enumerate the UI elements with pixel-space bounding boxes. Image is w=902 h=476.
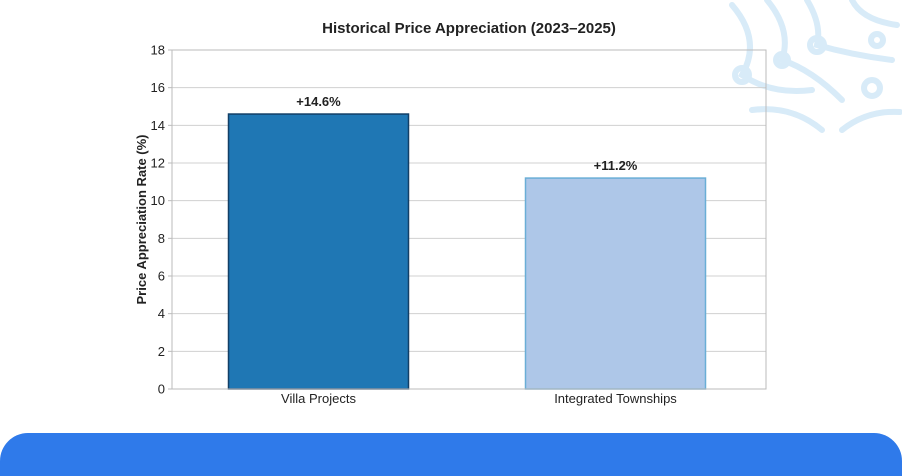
y-tick-label: 0: [158, 382, 165, 397]
y-tick-label: 8: [158, 231, 165, 246]
circuit-decoration: [729, 0, 902, 133]
y-tick-label: 18: [151, 43, 165, 58]
y-tick-label: 4: [158, 306, 165, 321]
x-tick-label: Integrated Townships: [554, 391, 677, 406]
chart-container: Historical Price Appreciation (2023–2025…: [134, 20, 767, 406]
y-tick-label: 6: [158, 269, 165, 284]
data-label: +11.2%: [594, 158, 638, 173]
x-axis-ticks: Villa Projects Integrated Townships: [281, 391, 677, 406]
y-tick-label: 12: [151, 156, 165, 171]
y-tick-label: 10: [151, 193, 165, 208]
data-label: +14.6%: [296, 94, 341, 109]
bar-villa-projects: [227, 113, 410, 390]
y-axis-ticks: 0 2 4 6 8 10 12 14 16 18: [151, 43, 172, 397]
bars: [227, 113, 707, 390]
footer-banner: [0, 433, 902, 476]
y-axis-label: Price Appreciation Rate (%): [134, 134, 149, 304]
circuit-icon: [722, 0, 902, 135]
y-tick-label: 14: [151, 118, 165, 133]
chart-title: Historical Price Appreciation (2023–2025…: [322, 20, 616, 37]
bar-integrated-townships: [524, 177, 707, 390]
y-tick-label: 16: [151, 80, 165, 95]
plot-area-frame: [171, 49, 767, 390]
data-labels: +14.6% +11.2%: [296, 94, 638, 173]
x-tick-label: Villa Projects: [281, 391, 356, 406]
bar-chart: Historical Price Appreciation (2023–2025…: [134, 20, 767, 406]
y-tick-label: 2: [158, 344, 165, 359]
